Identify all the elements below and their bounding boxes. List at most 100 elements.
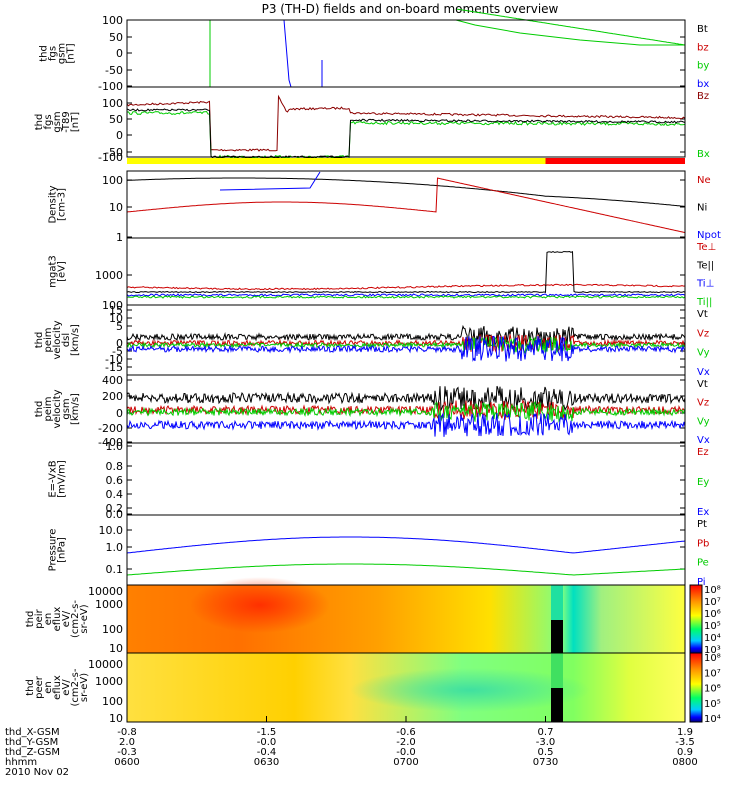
legend-entry: Vx	[697, 435, 710, 446]
footer-row-label: hhmm	[5, 757, 37, 768]
Npot-line	[219, 171, 321, 191]
legend-entry: Ez	[697, 447, 709, 458]
footer-value: 2.0	[119, 737, 135, 748]
footer-value: -0.8	[117, 727, 137, 738]
footer-value: -3.5	[675, 737, 695, 748]
colorbar	[689, 584, 703, 654]
panel-frame	[126, 304, 686, 376]
ylabel-line: [eV]	[57, 261, 68, 282]
colorbar-label: 10⁴	[704, 633, 721, 644]
legend-entry: Pi	[697, 577, 706, 588]
ylabel-line: gsm	[61, 398, 72, 419]
footer-value: -3.0	[536, 737, 556, 748]
ytick-label: 0.8	[106, 460, 124, 473]
legend-entry: Vz	[697, 328, 709, 339]
ytick-label: 100	[102, 623, 123, 636]
ylabel-line: peer	[34, 675, 45, 699]
footer-row-label: thd_Z-GSM	[5, 747, 60, 758]
ylabel-line: thd	[25, 679, 36, 696]
Vx-gsm-line	[126, 411, 686, 437]
footer-value: 0630	[254, 757, 279, 768]
Vx-dsl-line	[126, 335, 686, 362]
ytick-label: -100	[98, 80, 123, 93]
ytick-label: 1000	[95, 675, 123, 688]
ylabel-line: sr-eV)	[79, 604, 90, 633]
Bt-line	[126, 108, 686, 159]
ylabel-line: velocity	[52, 389, 63, 428]
legend-entry: Vz	[697, 398, 709, 409]
legend-entry: Ti⊥	[696, 279, 714, 290]
ytick-label: 1	[116, 231, 123, 244]
ytick-label: 10	[109, 642, 123, 655]
Vt-dsl-line	[126, 324, 686, 348]
footer-value: 0.9	[677, 747, 693, 758]
legend-entry: Vy	[697, 348, 710, 359]
spectrogram-gap	[551, 620, 563, 653]
ytick-label: 1000	[95, 269, 123, 282]
footer-value: 0.5	[538, 747, 554, 758]
footer-value: -0.4	[257, 747, 277, 758]
ytick-label: 0	[116, 407, 123, 420]
legend-entry: Te⊥	[696, 242, 716, 253]
ytick-label: 50	[109, 31, 123, 44]
colorbar-label: 10⁶	[704, 684, 721, 695]
ytick-label: 0.0	[106, 508, 124, 521]
ylabel-line: thd	[25, 611, 36, 628]
footer-value: -2.0	[396, 737, 416, 748]
Ne-line	[126, 177, 686, 234]
footer-value: -0.0	[257, 737, 277, 748]
legend-entry: Ey	[697, 477, 709, 488]
legend-entry: Te||	[696, 260, 714, 271]
figure-title: P3 (TH-D) fields and on-board moments ov…	[261, 2, 559, 16]
colorbar-label: 10⁵	[704, 699, 721, 710]
ytick-label: 0.6	[106, 474, 124, 487]
panel-4: mgat3[eV] 1000 100 Te⊥ Te|| Ti⊥ Ti||	[48, 242, 717, 312]
Ti-perp-line	[126, 293, 686, 297]
spectrogram-gap	[551, 688, 563, 722]
ytick-label: 0	[116, 47, 123, 60]
legend-entry: Bx	[697, 149, 710, 160]
mode-bar-fast	[545, 158, 685, 164]
colorbar-label: 10³	[704, 645, 721, 656]
ylabel-line: (cm2-s-	[70, 600, 81, 638]
colorbar	[689, 652, 703, 723]
ylabel-line: eflux	[52, 675, 63, 700]
panel-7: E=-VxB[mV/m] 1.0 0.80.60.40.20.0 Ez Ey Ex	[48, 440, 710, 521]
legend-entry: Vx	[697, 367, 710, 378]
ylabel-line: eV/	[61, 679, 72, 696]
legend-entry: Npot	[697, 230, 721, 241]
Vt-gsm-line	[126, 385, 686, 413]
footer-value: 0730	[533, 757, 558, 768]
ytick-label: 100	[102, 299, 123, 312]
by-line	[456, 8, 686, 46]
panel-frame	[126, 442, 686, 516]
ytick-label: 50	[109, 113, 123, 126]
ylabel-line: eV/	[61, 610, 72, 627]
legend-entry: by	[697, 61, 709, 72]
panel-3: Density[cm-3] 100 10 1 Ne Ni Npot	[48, 174, 721, 244]
ylabel-line: Pressure	[48, 529, 59, 572]
ylabel-line: en	[43, 613, 54, 626]
colorbar-label: 10⁸	[704, 653, 721, 664]
ytick-label: 1.0	[106, 440, 124, 453]
legend-entry: Bz	[697, 91, 709, 102]
ylabel-line: thd	[34, 401, 45, 418]
colorbar-label: 10⁷	[704, 668, 721, 679]
footer-value: -0.3	[117, 747, 137, 758]
ytick-label: 200	[102, 390, 123, 403]
ytick-label: -10	[105, 353, 123, 366]
ylabel-line: thd	[34, 332, 45, 349]
legend-entry: Vt	[697, 309, 708, 320]
legend-entry: Ex	[697, 507, 709, 518]
ylabel-line: peim	[43, 396, 54, 421]
Bx-line	[126, 110, 686, 160]
footer-date: 2010 Nov 02	[5, 767, 69, 778]
ytick-label: 1000	[95, 598, 123, 611]
legend-entry: Pt	[697, 519, 707, 530]
ytick-label: 100	[102, 14, 123, 27]
legend-entry: Ni	[697, 203, 707, 214]
